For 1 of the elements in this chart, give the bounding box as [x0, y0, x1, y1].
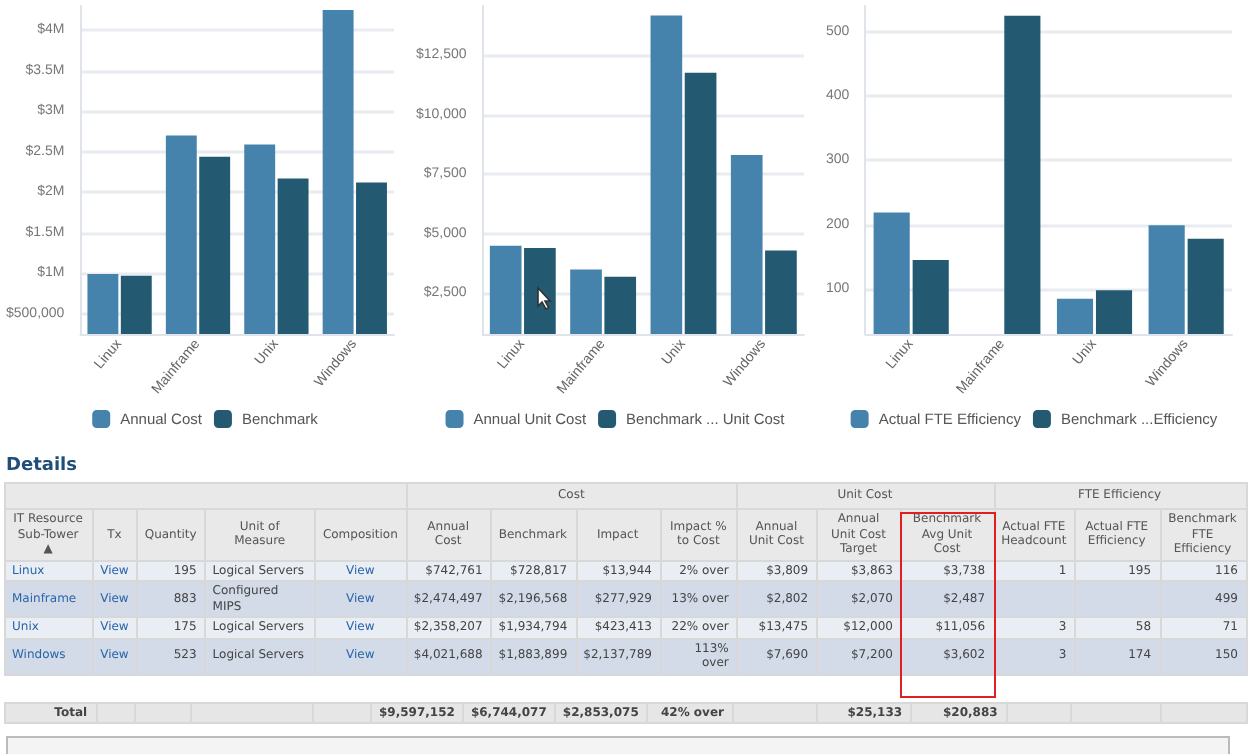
text: Details [6, 456, 79, 476]
